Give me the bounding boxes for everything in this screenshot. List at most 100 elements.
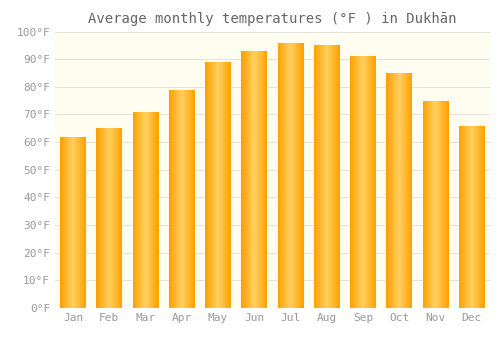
- Bar: [444, 101, 445, 308]
- Bar: [257, 51, 258, 308]
- Bar: [219, 62, 220, 308]
- Bar: [280, 43, 281, 308]
- Bar: [220, 62, 222, 308]
- Bar: [119, 128, 120, 308]
- Bar: [242, 51, 244, 308]
- Bar: [317, 45, 318, 308]
- Bar: [114, 128, 115, 308]
- Bar: [314, 45, 315, 308]
- Bar: [116, 128, 117, 308]
- Bar: [315, 45, 316, 308]
- Bar: [370, 56, 371, 308]
- Bar: [133, 112, 134, 308]
- Bar: [181, 90, 182, 308]
- Bar: [320, 45, 321, 308]
- Bar: [138, 112, 139, 308]
- Bar: [147, 112, 148, 308]
- Bar: [70, 136, 71, 308]
- Bar: [72, 136, 73, 308]
- Bar: [388, 73, 389, 308]
- Bar: [151, 112, 152, 308]
- Bar: [258, 51, 259, 308]
- Bar: [97, 128, 98, 308]
- Bar: [68, 136, 69, 308]
- Bar: [482, 126, 483, 308]
- Bar: [393, 73, 394, 308]
- Bar: [430, 101, 431, 308]
- Bar: [107, 128, 108, 308]
- Bar: [267, 51, 268, 308]
- Bar: [410, 73, 411, 308]
- Bar: [141, 112, 142, 308]
- Bar: [319, 45, 320, 308]
- Bar: [477, 126, 478, 308]
- Bar: [174, 90, 176, 308]
- Bar: [211, 62, 212, 308]
- Bar: [293, 43, 294, 308]
- Bar: [324, 45, 325, 308]
- Bar: [71, 136, 72, 308]
- Bar: [356, 56, 358, 308]
- Bar: [215, 62, 216, 308]
- Bar: [78, 136, 79, 308]
- Bar: [390, 73, 391, 308]
- Bar: [361, 56, 362, 308]
- Bar: [435, 101, 436, 308]
- Bar: [193, 90, 194, 308]
- Bar: [282, 43, 283, 308]
- Bar: [397, 73, 398, 308]
- Bar: [142, 112, 143, 308]
- Bar: [76, 136, 77, 308]
- Bar: [326, 45, 327, 308]
- Bar: [279, 43, 280, 308]
- Bar: [205, 62, 206, 308]
- Bar: [260, 51, 261, 308]
- Bar: [74, 136, 75, 308]
- Bar: [409, 73, 410, 308]
- Bar: [182, 90, 183, 308]
- Bar: [446, 101, 448, 308]
- Bar: [278, 43, 279, 308]
- Bar: [338, 45, 340, 308]
- Bar: [186, 90, 187, 308]
- Bar: [121, 128, 122, 308]
- Bar: [62, 136, 64, 308]
- Bar: [184, 90, 185, 308]
- Bar: [470, 126, 471, 308]
- Bar: [411, 73, 412, 308]
- Bar: [100, 128, 101, 308]
- Bar: [363, 56, 364, 308]
- Bar: [329, 45, 330, 308]
- Bar: [387, 73, 388, 308]
- Bar: [436, 101, 437, 308]
- Bar: [301, 43, 302, 308]
- Bar: [431, 101, 432, 308]
- Bar: [148, 112, 149, 308]
- Bar: [251, 51, 252, 308]
- Bar: [285, 43, 286, 308]
- Bar: [284, 43, 285, 308]
- Bar: [297, 43, 298, 308]
- Bar: [145, 112, 146, 308]
- Bar: [364, 56, 365, 308]
- Bar: [229, 62, 230, 308]
- Bar: [214, 62, 215, 308]
- Bar: [439, 101, 440, 308]
- Bar: [332, 45, 334, 308]
- Bar: [106, 128, 107, 308]
- Bar: [350, 56, 352, 308]
- Bar: [188, 90, 189, 308]
- Bar: [135, 112, 136, 308]
- Bar: [222, 62, 224, 308]
- Bar: [405, 73, 406, 308]
- Bar: [82, 136, 83, 308]
- Bar: [437, 101, 438, 308]
- Bar: [178, 90, 180, 308]
- Bar: [190, 90, 191, 308]
- Bar: [169, 90, 170, 308]
- Bar: [473, 126, 474, 308]
- Bar: [375, 56, 376, 308]
- Bar: [252, 51, 253, 308]
- Bar: [466, 126, 468, 308]
- Bar: [261, 51, 262, 308]
